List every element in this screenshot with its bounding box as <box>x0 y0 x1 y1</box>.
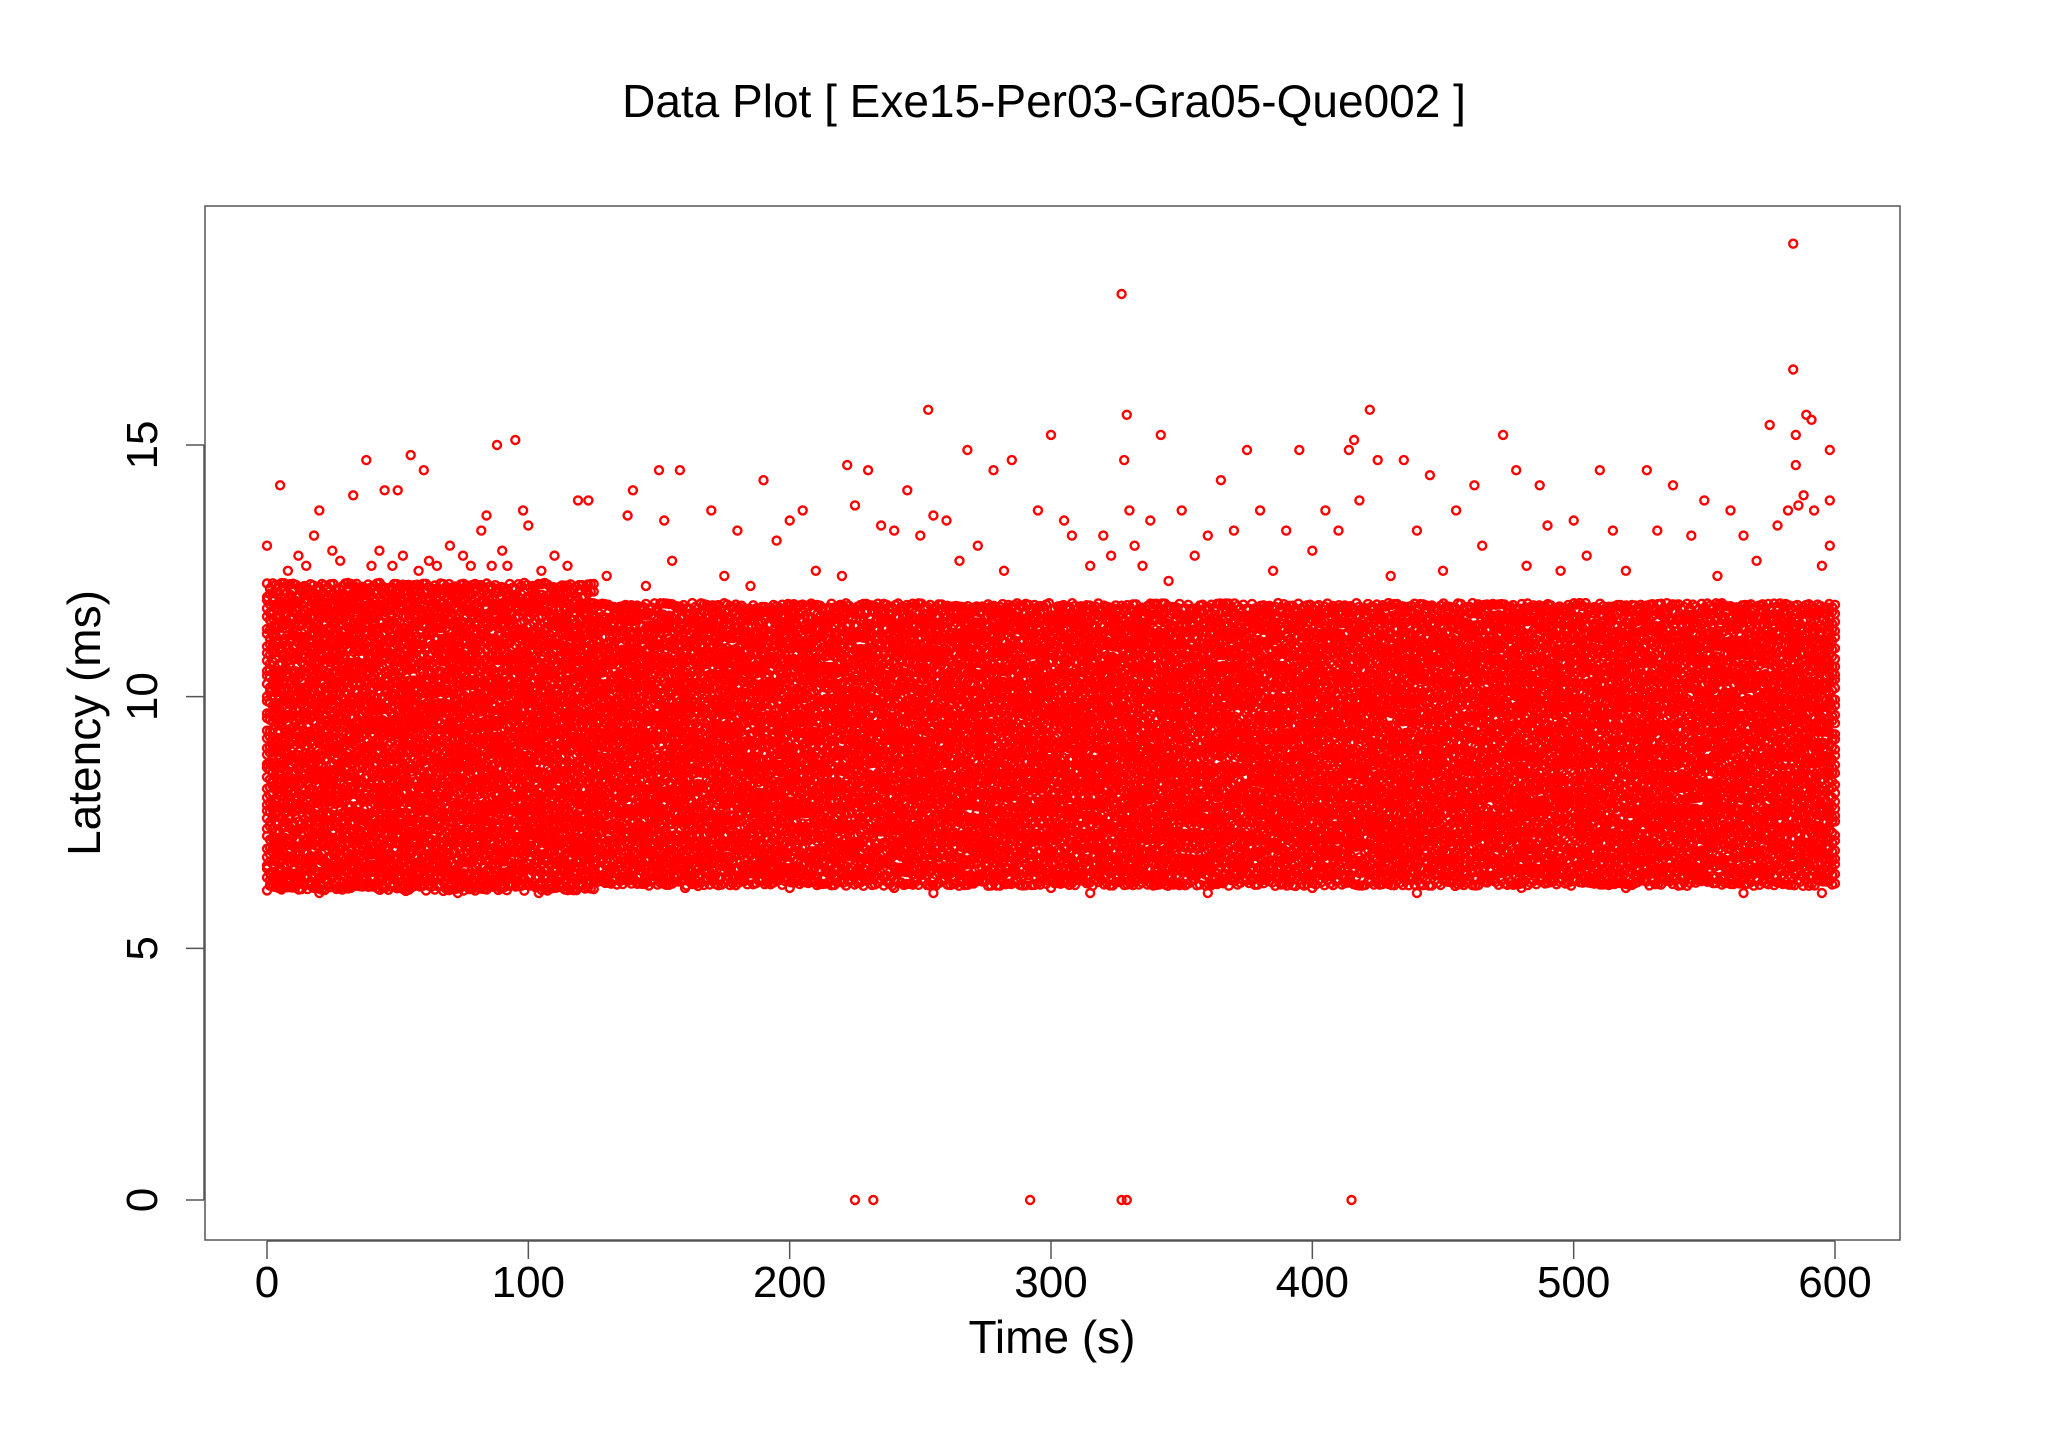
plot-frame <box>204 205 1901 1241</box>
points-layer <box>261 238 1841 1206</box>
chart-title: Data Plot [ Exe15-Per03-Gra05-Que002 ] <box>622 75 1466 127</box>
